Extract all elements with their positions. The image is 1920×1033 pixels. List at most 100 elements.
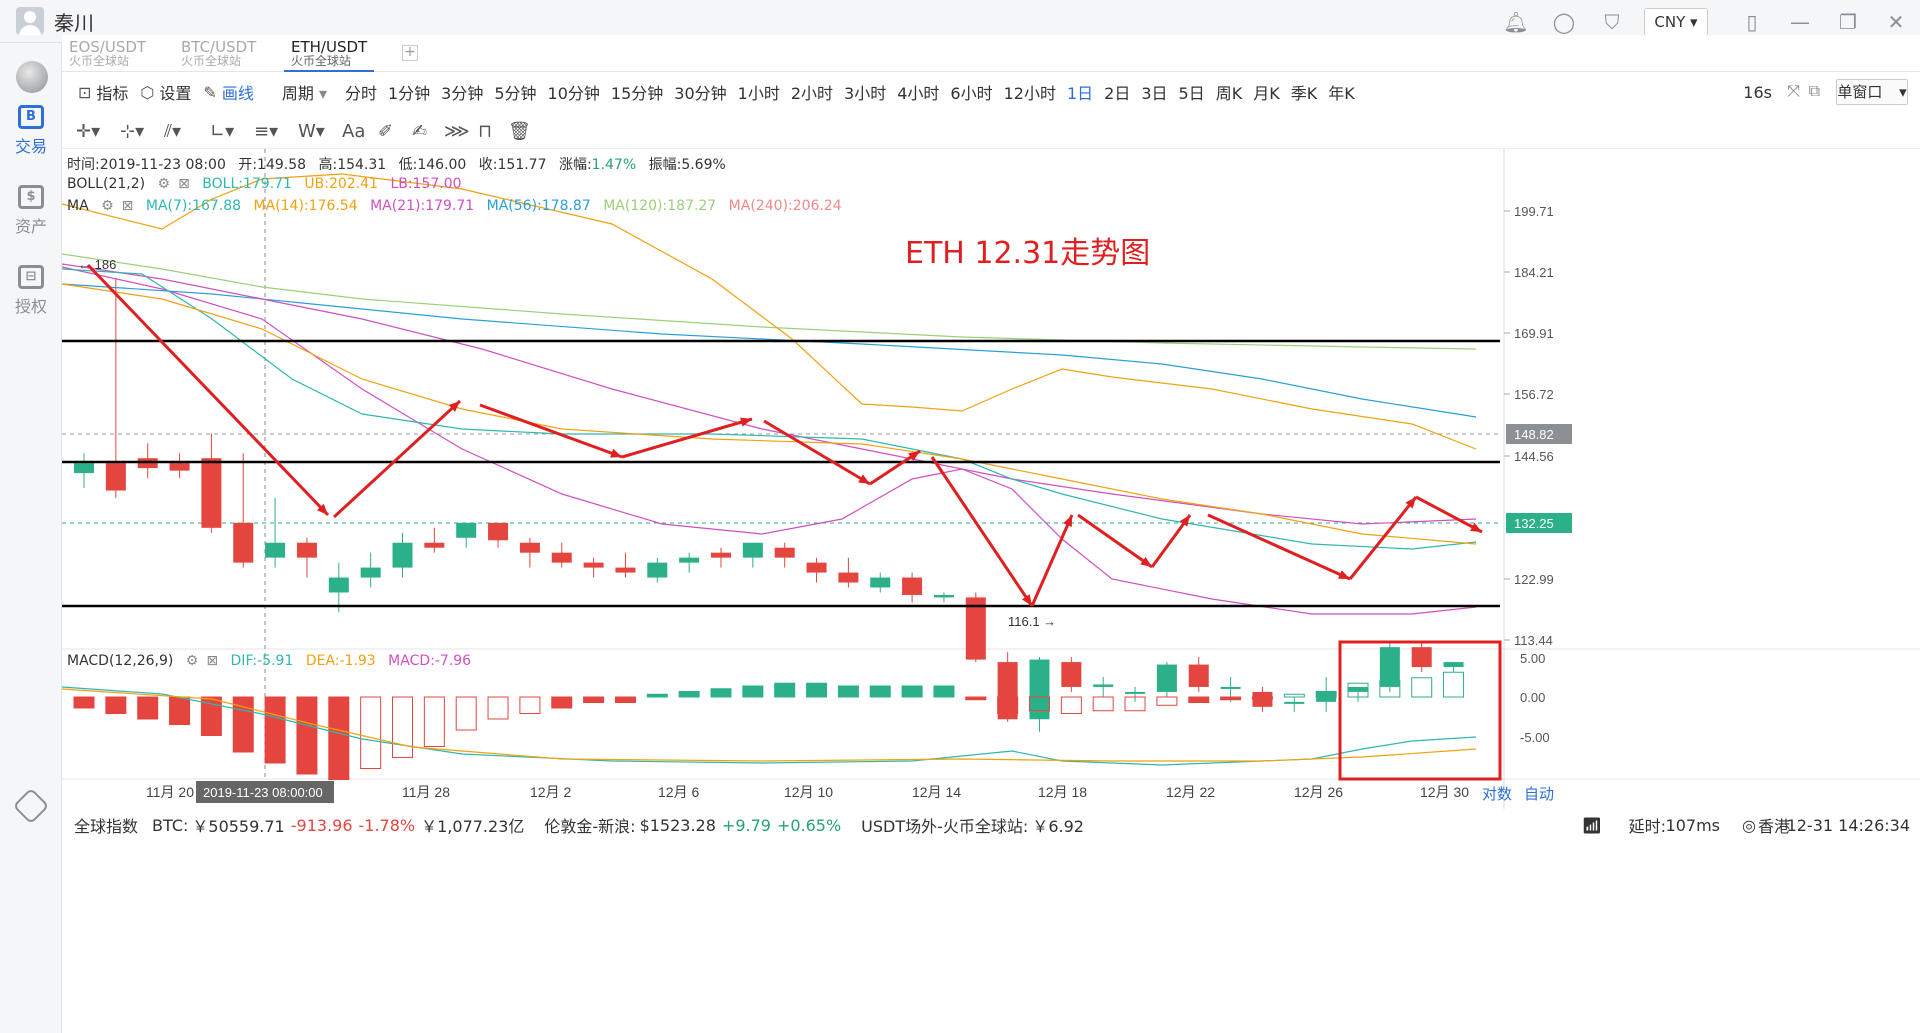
gear-icon[interactable]: ⚙ (185, 653, 199, 669)
macd-bar (1060, 696, 1082, 714)
currency-select[interactable]: CNY ▾ (1644, 7, 1708, 36)
price-axis-label: 199.71 (1514, 204, 1554, 219)
search-icon[interactable]: ◯ (1552, 9, 1576, 34)
btc-volume: ￥1,077.23亿 (421, 817, 525, 836)
interval-9[interactable]: 3小时 (844, 84, 887, 103)
ohlc-change-label: 涨幅: (558, 157, 592, 173)
close-icon[interactable]: ⊠ (206, 653, 219, 669)
date-axis-label: 2019-11-23 08:00:00 (203, 785, 323, 800)
add-tab-button[interactable]: + (402, 45, 418, 61)
region-label: 香港 (1757, 817, 1790, 836)
period-dropdown[interactable]: 周期 ▾ (282, 80, 327, 104)
interval-14[interactable]: 2日 (1104, 84, 1131, 103)
interval-1[interactable]: 1分钟 (387, 84, 431, 103)
sidebar-item-trade[interactable]: B 交易 (0, 105, 62, 157)
macd-bar (105, 696, 127, 714)
interval-19[interactable]: 季K (1290, 84, 1318, 103)
macd-bar (200, 696, 222, 736)
pencil-icon: ✎ (203, 82, 217, 102)
interval-7[interactable]: 1小时 (737, 84, 780, 103)
angle-tool-icon[interactable]: ∟▾ (210, 121, 235, 142)
date-axis-label: 12月 18 (1038, 784, 1087, 800)
tab-eos[interactable]: EOS/USDT 火币全球站 (62, 39, 153, 72)
usdt-label: USDT场外-火币全球站: (861, 817, 1029, 836)
settings-button[interactable]: ⬡ 设置 (140, 80, 191, 104)
tab-eth[interactable]: ETH/USDT 火币全球站 (284, 39, 375, 72)
interval-18[interactable]: 月K (1253, 84, 1280, 103)
lock-tool-icon[interactable]: ⋙ (444, 121, 470, 142)
refresh-rate[interactable]: 16s (1743, 83, 1772, 102)
ruler-icon[interactable]: ✐ (378, 121, 394, 142)
settings-icon[interactable] (12, 787, 50, 825)
user-avatar[interactable] (16, 7, 44, 35)
interval-20[interactable]: 年K (1328, 84, 1355, 103)
boll-ub: UB:202.41 (304, 176, 378, 192)
boll-mid-line (62, 283, 1477, 545)
indicator-button[interactable]: ⊡ 指标 (78, 80, 128, 104)
sidebar-item-auth[interactable]: ⊟ 授权 (0, 265, 62, 317)
interval-10[interactable]: 4小时 (897, 84, 940, 103)
arrow-head (1063, 515, 1072, 527)
macd-bar (1124, 696, 1146, 712)
line-tool-icon[interactable]: ⊹▾ (120, 121, 145, 142)
crosshair-icon[interactable]: ✛▾ (76, 121, 101, 142)
date-axis-label: 12月 2 (530, 784, 571, 800)
interval-6[interactable]: 30分钟 (674, 84, 727, 103)
layout-icon[interactable]: ▯ (1746, 9, 1758, 34)
candle-body (1379, 647, 1400, 687)
macd-bar (678, 691, 700, 698)
gear-icon[interactable]: ⚙ (101, 198, 114, 214)
interval-17[interactable]: 周K (1215, 84, 1243, 103)
price-axis-label: 122.99 (1514, 572, 1554, 587)
interval-16[interactable]: 5日 (1178, 84, 1205, 103)
window-mode-select[interactable]: 单窗口 ▾ (1836, 79, 1908, 105)
bell-icon[interactable]: 🔔︎ (1503, 9, 1529, 34)
ma-name: MA (67, 198, 89, 214)
interval-4[interactable]: 10分钟 (547, 84, 600, 103)
fullscreen-icon[interactable]: ⤧ (1787, 81, 1800, 100)
brush-icon[interactable]: ✍ (412, 121, 428, 142)
interval-0[interactable]: 分时 (344, 84, 377, 103)
arrow-head (448, 401, 460, 412)
close-icon[interactable]: ✕ (1887, 9, 1905, 34)
ma14: MA(14):176.54 (253, 198, 358, 214)
candle-body (519, 542, 540, 553)
interval-15[interactable]: 3日 (1141, 84, 1168, 103)
interval-2[interactable]: 3分钟 (441, 84, 484, 103)
interval-12[interactable]: 12小时 (1003, 84, 1056, 103)
interval-5[interactable]: 15分钟 (610, 84, 664, 103)
tab-exchange: 火币全球站 (291, 54, 352, 68)
minimize-icon[interactable]: — (1790, 9, 1810, 34)
sidebar-item-assets[interactable]: $ 资产 (0, 185, 62, 237)
close-icon[interactable]: ⊠ (121, 198, 134, 214)
key-icon: ⊟ (18, 265, 44, 289)
restore-icon[interactable]: ❐ (1839, 9, 1857, 34)
interval-11[interactable]: 6小时 (950, 84, 993, 103)
fibonacci-icon[interactable]: ≡▾ (254, 121, 279, 142)
shirt-icon[interactable]: ⛉ (1604, 9, 1620, 34)
candle-body (1188, 664, 1209, 687)
macd-bar (296, 696, 318, 775)
interval-3[interactable]: 5分钟 (494, 84, 537, 103)
draw-button[interactable]: ✎ 画线 (203, 80, 253, 104)
wave-tool-icon[interactable]: W▾ (298, 121, 325, 142)
trash-icon[interactable]: 🗑︎ (508, 121, 531, 142)
tab-btc[interactable]: BTC/USDT 火币全球站 (174, 39, 263, 72)
price-chart[interactable]: 199.71 184.21 169.91 156.72 148.82 144.56 132.… (62, 149, 1920, 809)
interval-13[interactable]: 1日 (1066, 84, 1094, 103)
gear-icon[interactable]: ⚙ (157, 176, 171, 192)
global-index-label[interactable]: 全球指数 (74, 817, 139, 836)
status-bar: 全球指数 BTC: ￥50559.71 -913.96 -1.78% ￥1,07… (62, 810, 1920, 840)
latency-value: 107ms (1665, 815, 1720, 835)
currency-label: CNY (1654, 12, 1686, 31)
popout-icon[interactable]: ⧉ (1808, 81, 1820, 100)
lock-icon[interactable]: ⊓ (478, 121, 493, 142)
parallel-line-icon[interactable]: ⫽▾ (164, 121, 182, 142)
wallet-icon: $ (18, 185, 44, 209)
close-icon[interactable]: ⊠ (178, 176, 190, 192)
text-tool-icon[interactable]: Aa (342, 121, 366, 142)
draw-label: 画线 (221, 84, 254, 103)
arrow-head (1140, 556, 1152, 567)
interval-8[interactable]: 2小时 (790, 84, 834, 103)
arrow-head (908, 451, 920, 461)
